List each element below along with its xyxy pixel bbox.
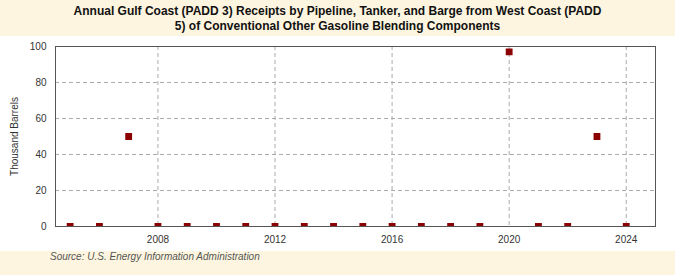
svg-text:100: 100 xyxy=(30,41,47,52)
svg-text:2008: 2008 xyxy=(147,234,170,245)
svg-text:80: 80 xyxy=(35,77,47,88)
html-text:Annual Gulf Coast (PADD 3) Rec: Annual Gulf Coast (PADD 3) Receipts by P… xyxy=(73,4,602,33)
svg-text:20: 20 xyxy=(35,185,47,196)
svg-text:40: 40 xyxy=(35,149,47,160)
svg-text:2024: 2024 xyxy=(615,234,638,245)
svg-text:Thousand Barrels: Thousand Barrels xyxy=(9,97,20,176)
svg-text:2012: 2012 xyxy=(264,234,287,245)
svg-text:0: 0 xyxy=(41,221,47,232)
svg-text:2016: 2016 xyxy=(381,234,404,245)
svg-text:2020: 2020 xyxy=(498,234,521,245)
svg-text:60: 60 xyxy=(35,113,47,124)
html-text:Source: U.S. Energy Informatio: Source: U.S. Energy Information Administ… xyxy=(50,251,260,262)
